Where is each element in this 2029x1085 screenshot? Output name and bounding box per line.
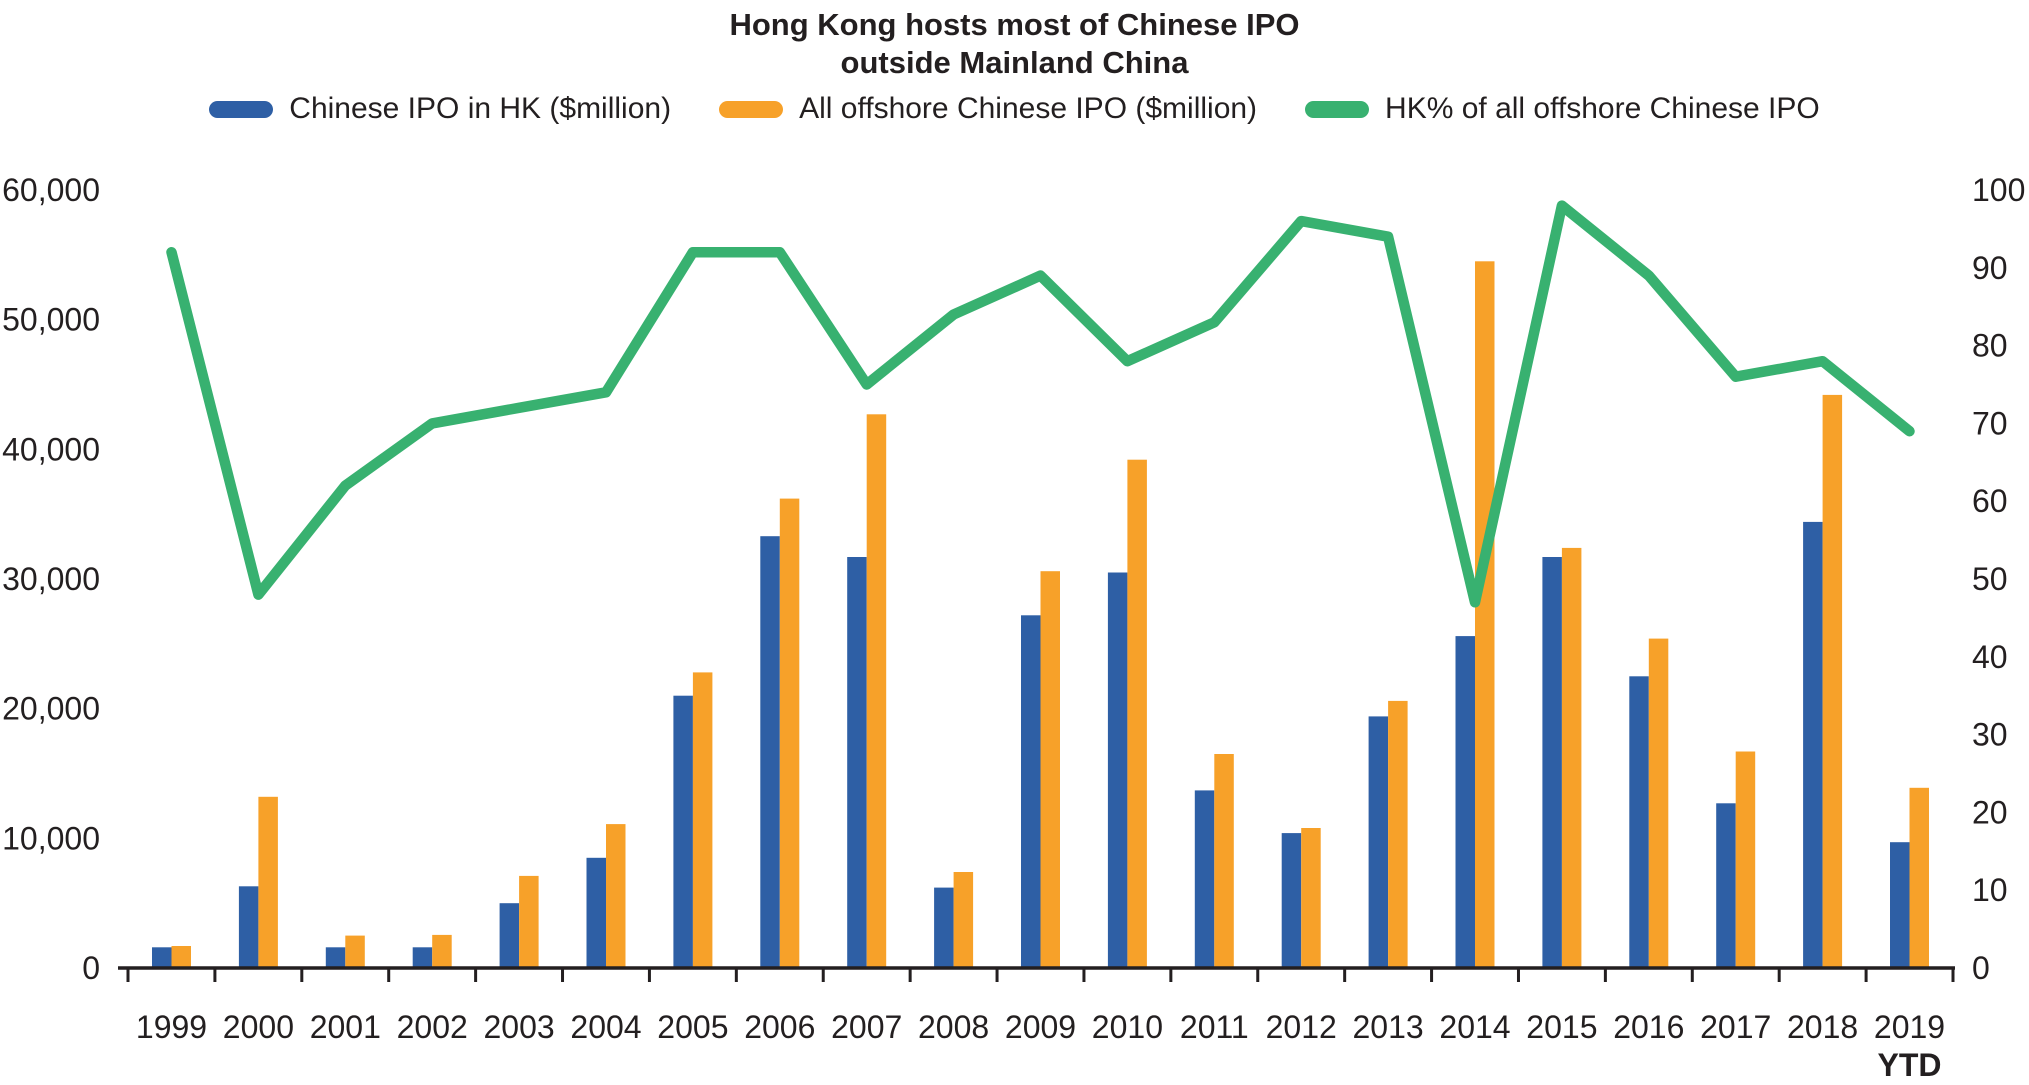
bar-hk-ipo-2002 <box>412 947 433 968</box>
right-axis-label-50: 50 <box>1972 561 2008 597</box>
bar-offshore-ipo-2008 <box>953 872 974 968</box>
x-axis-label-2006: 2006 <box>744 1009 815 1045</box>
x-axis-label-2013: 2013 <box>1353 1009 1424 1045</box>
chart-title-line2: outside Mainland China <box>840 45 1189 80</box>
bar-hk-ipo-2012 <box>1281 833 1302 968</box>
bar-offshore-ipo-2002 <box>432 934 452 968</box>
bar-hk-ipo-2019 <box>1890 842 1910 968</box>
bar-offshore-ipo-2010 <box>1127 459 1147 968</box>
x-axis-label-2019: 2019 <box>1874 1009 1945 1045</box>
bar-hk-ipo-2017 <box>1716 803 1736 968</box>
bar-offshore-ipo-2006 <box>779 498 800 968</box>
right-axis-label-90: 90 <box>1972 250 2008 286</box>
legend-swatch-hk-pct <box>1305 100 1370 118</box>
right-axis-label-80: 80 <box>1972 328 2008 364</box>
bar-offshore-ipo-2019 <box>1909 787 1929 968</box>
legend-item-hk-pct: HK% of all offshore Chinese IPO <box>1305 92 1820 126</box>
bar-offshore-ipo-1999 <box>171 946 191 968</box>
x-axis-label-2010: 2010 <box>1092 1009 1163 1045</box>
x-axis-label-2000: 2000 <box>223 1009 294 1045</box>
bar-hk-ipo-2005 <box>673 695 693 968</box>
right-axis-label-70: 70 <box>1972 405 2008 441</box>
left-axis-label-40000: 40,000 <box>2 431 100 467</box>
legend-label-offshore-ipo: All offshore Chinese IPO ($million) <box>799 92 1258 125</box>
bar-offshore-ipo-2001 <box>345 935 365 968</box>
x-axis-label-2001: 2001 <box>310 1009 381 1045</box>
bar-hk-ipo-1999 <box>152 947 172 968</box>
bar-hk-ipo-2006 <box>760 536 780 968</box>
x-axis-label-2002: 2002 <box>397 1009 468 1045</box>
bar-hk-ipo-2016 <box>1629 676 1649 969</box>
bar-hk-ipo-2010 <box>1107 572 1128 968</box>
right-axis-label-20: 20 <box>1972 794 2008 830</box>
bar-hk-ipo-2008 <box>934 887 954 968</box>
bar-offshore-ipo-2013 <box>1388 700 1408 968</box>
legend-item-offshore-ipo: All offshore Chinese IPO ($million) <box>719 92 1257 126</box>
left-axis-label-50000: 50,000 <box>2 302 100 338</box>
bar-offshore-ipo-2009 <box>1040 571 1060 968</box>
x-axis-label-2004: 2004 <box>570 1009 641 1045</box>
legend-label-hk-ipo: Chinese IPO in HK ($million) <box>289 92 672 125</box>
bar-hk-ipo-2018 <box>1803 521 1823 968</box>
bar-offshore-ipo-2012 <box>1301 828 1321 968</box>
bar-offshore-ipo-2004 <box>606 824 626 968</box>
bar-offshore-ipo-2011 <box>1214 754 1234 968</box>
bar-hk-ipo-2001 <box>325 947 346 968</box>
left-axis-label-20000: 20,000 <box>2 691 100 727</box>
bar-hk-ipo-2011 <box>1194 790 1215 968</box>
chart-title: Hong Kong hosts most of Chinese IPO outs… <box>0 6 2029 82</box>
x-axis-label-2007: 2007 <box>831 1009 902 1045</box>
left-axis-label-10000: 10,000 <box>2 820 100 856</box>
left-axis-label-60000: 60,000 <box>2 172 100 208</box>
x-axis-label-2016: 2016 <box>1613 1009 1684 1045</box>
x-axis-label-2008: 2008 <box>918 1009 989 1045</box>
x-axis-label-2017: 2017 <box>1700 1009 1771 1045</box>
left-axis-label-30000: 30,000 <box>2 561 100 597</box>
bar-hk-ipo-2015 <box>1542 557 1562 968</box>
x-axis-label-2011: 2011 <box>1180 1009 1249 1045</box>
bar-hk-ipo-2004 <box>586 857 606 968</box>
bar-offshore-ipo-2015 <box>1561 547 1582 968</box>
bar-hk-ipo-2007 <box>847 557 867 968</box>
legend-swatch-hk-ipo <box>209 100 274 118</box>
right-axis-label-60: 60 <box>1972 483 2008 519</box>
bar-offshore-ipo-2016 <box>1648 638 1669 968</box>
right-axis-label-100: 100 <box>1972 172 2025 208</box>
bar-hk-ipo-2009 <box>1021 615 1041 968</box>
x-axis-label-1999: 1999 <box>136 1009 207 1045</box>
left-axis-label-0: 0 <box>82 950 100 986</box>
right-axis-label-40: 40 <box>1972 639 2008 675</box>
bar-hk-ipo-2003 <box>499 903 520 968</box>
bar-offshore-ipo-2014 <box>1475 261 1495 968</box>
right-axis-label-10: 10 <box>1972 872 2008 908</box>
x-axis-label-2012: 2012 <box>1266 1009 1337 1045</box>
x-axis-label-2015: 2015 <box>1526 1009 1597 1045</box>
x-axis-footnote-ytd: YTD <box>1878 1047 1942 1083</box>
bar-offshore-ipo-2017 <box>1735 751 1756 968</box>
right-axis-label-0: 0 <box>1972 950 1990 986</box>
hk-pct-line <box>166 200 1915 608</box>
x-axis-label-2018: 2018 <box>1787 1009 1858 1045</box>
right-axis-label-30: 30 <box>1972 717 2008 753</box>
legend-label-hk-pct: HK% of all offshore Chinese IPO <box>1385 92 1820 125</box>
x-axis-label-2014: 2014 <box>1439 1009 1510 1045</box>
legend: Chinese IPO in HK ($million) All offshor… <box>0 92 2029 126</box>
bar-offshore-ipo-2018 <box>1822 394 1843 968</box>
x-axis-label-2009: 2009 <box>1005 1009 1076 1045</box>
bar-offshore-ipo-2003 <box>519 875 539 968</box>
x-axis-label-2005: 2005 <box>657 1009 728 1045</box>
bar-hk-ipo-2000 <box>238 886 259 968</box>
bar-hk-ipo-2013 <box>1368 716 1389 968</box>
x-axis-label-2003: 2003 <box>484 1009 555 1045</box>
chart-title-line1: Hong Kong hosts most of Chinese IPO <box>729 7 1300 42</box>
legend-swatch-offshore-ipo <box>719 100 784 118</box>
bar-offshore-ipo-2000 <box>258 796 278 968</box>
legend-item-hk-ipo: Chinese IPO in HK ($million) <box>209 92 671 126</box>
bar-hk-ipo-2014 <box>1455 636 1475 968</box>
bar-offshore-ipo-2005 <box>692 672 713 968</box>
bar-offshore-ipo-2007 <box>866 414 887 968</box>
